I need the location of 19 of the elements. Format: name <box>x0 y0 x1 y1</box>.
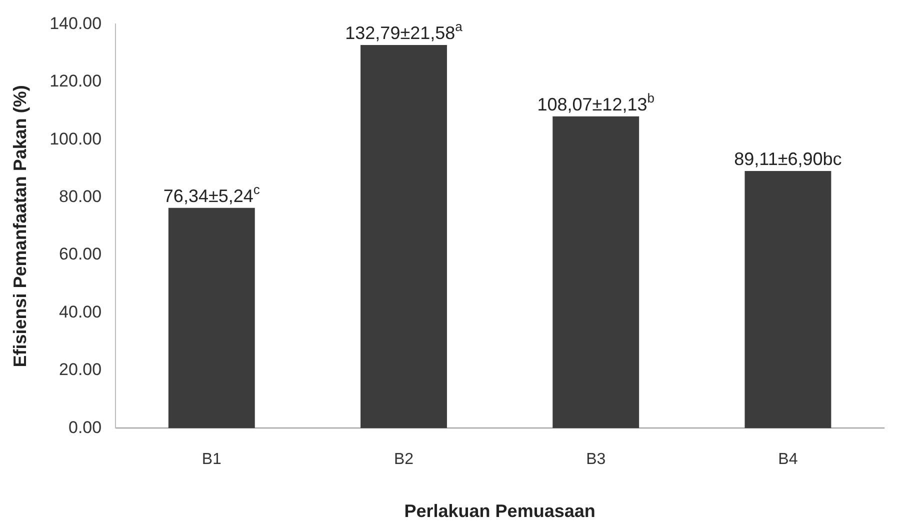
y-tick-label: 120.00 <box>50 72 102 91</box>
bar <box>360 45 447 428</box>
y-tick-label: 40.00 <box>59 302 102 322</box>
bar <box>552 116 640 428</box>
x-tick-label: B3 <box>586 451 606 468</box>
data-label: 89,11±6,90bc <box>734 149 842 170</box>
x-tick-label: B4 <box>778 451 798 468</box>
x-tick-label: B2 <box>394 451 414 468</box>
y-tick-label: 80.00 <box>59 187 102 206</box>
x-axis-title: Perlakuan Pemuasaan <box>404 501 596 522</box>
y-tick-label: 60.00 <box>59 244 102 264</box>
y-tick-label: 0.00 <box>68 418 102 437</box>
bar <box>744 171 832 428</box>
y-tick-label: 100.00 <box>50 129 102 148</box>
y-axis-title: Efisiensi Pemanfaatan Pakan (%) <box>10 85 30 368</box>
y-tick-label: 140.00 <box>50 14 102 33</box>
y-tick-label: 20.00 <box>59 360 102 380</box>
x-tick-label: B1 <box>202 451 222 468</box>
bar <box>168 208 255 428</box>
